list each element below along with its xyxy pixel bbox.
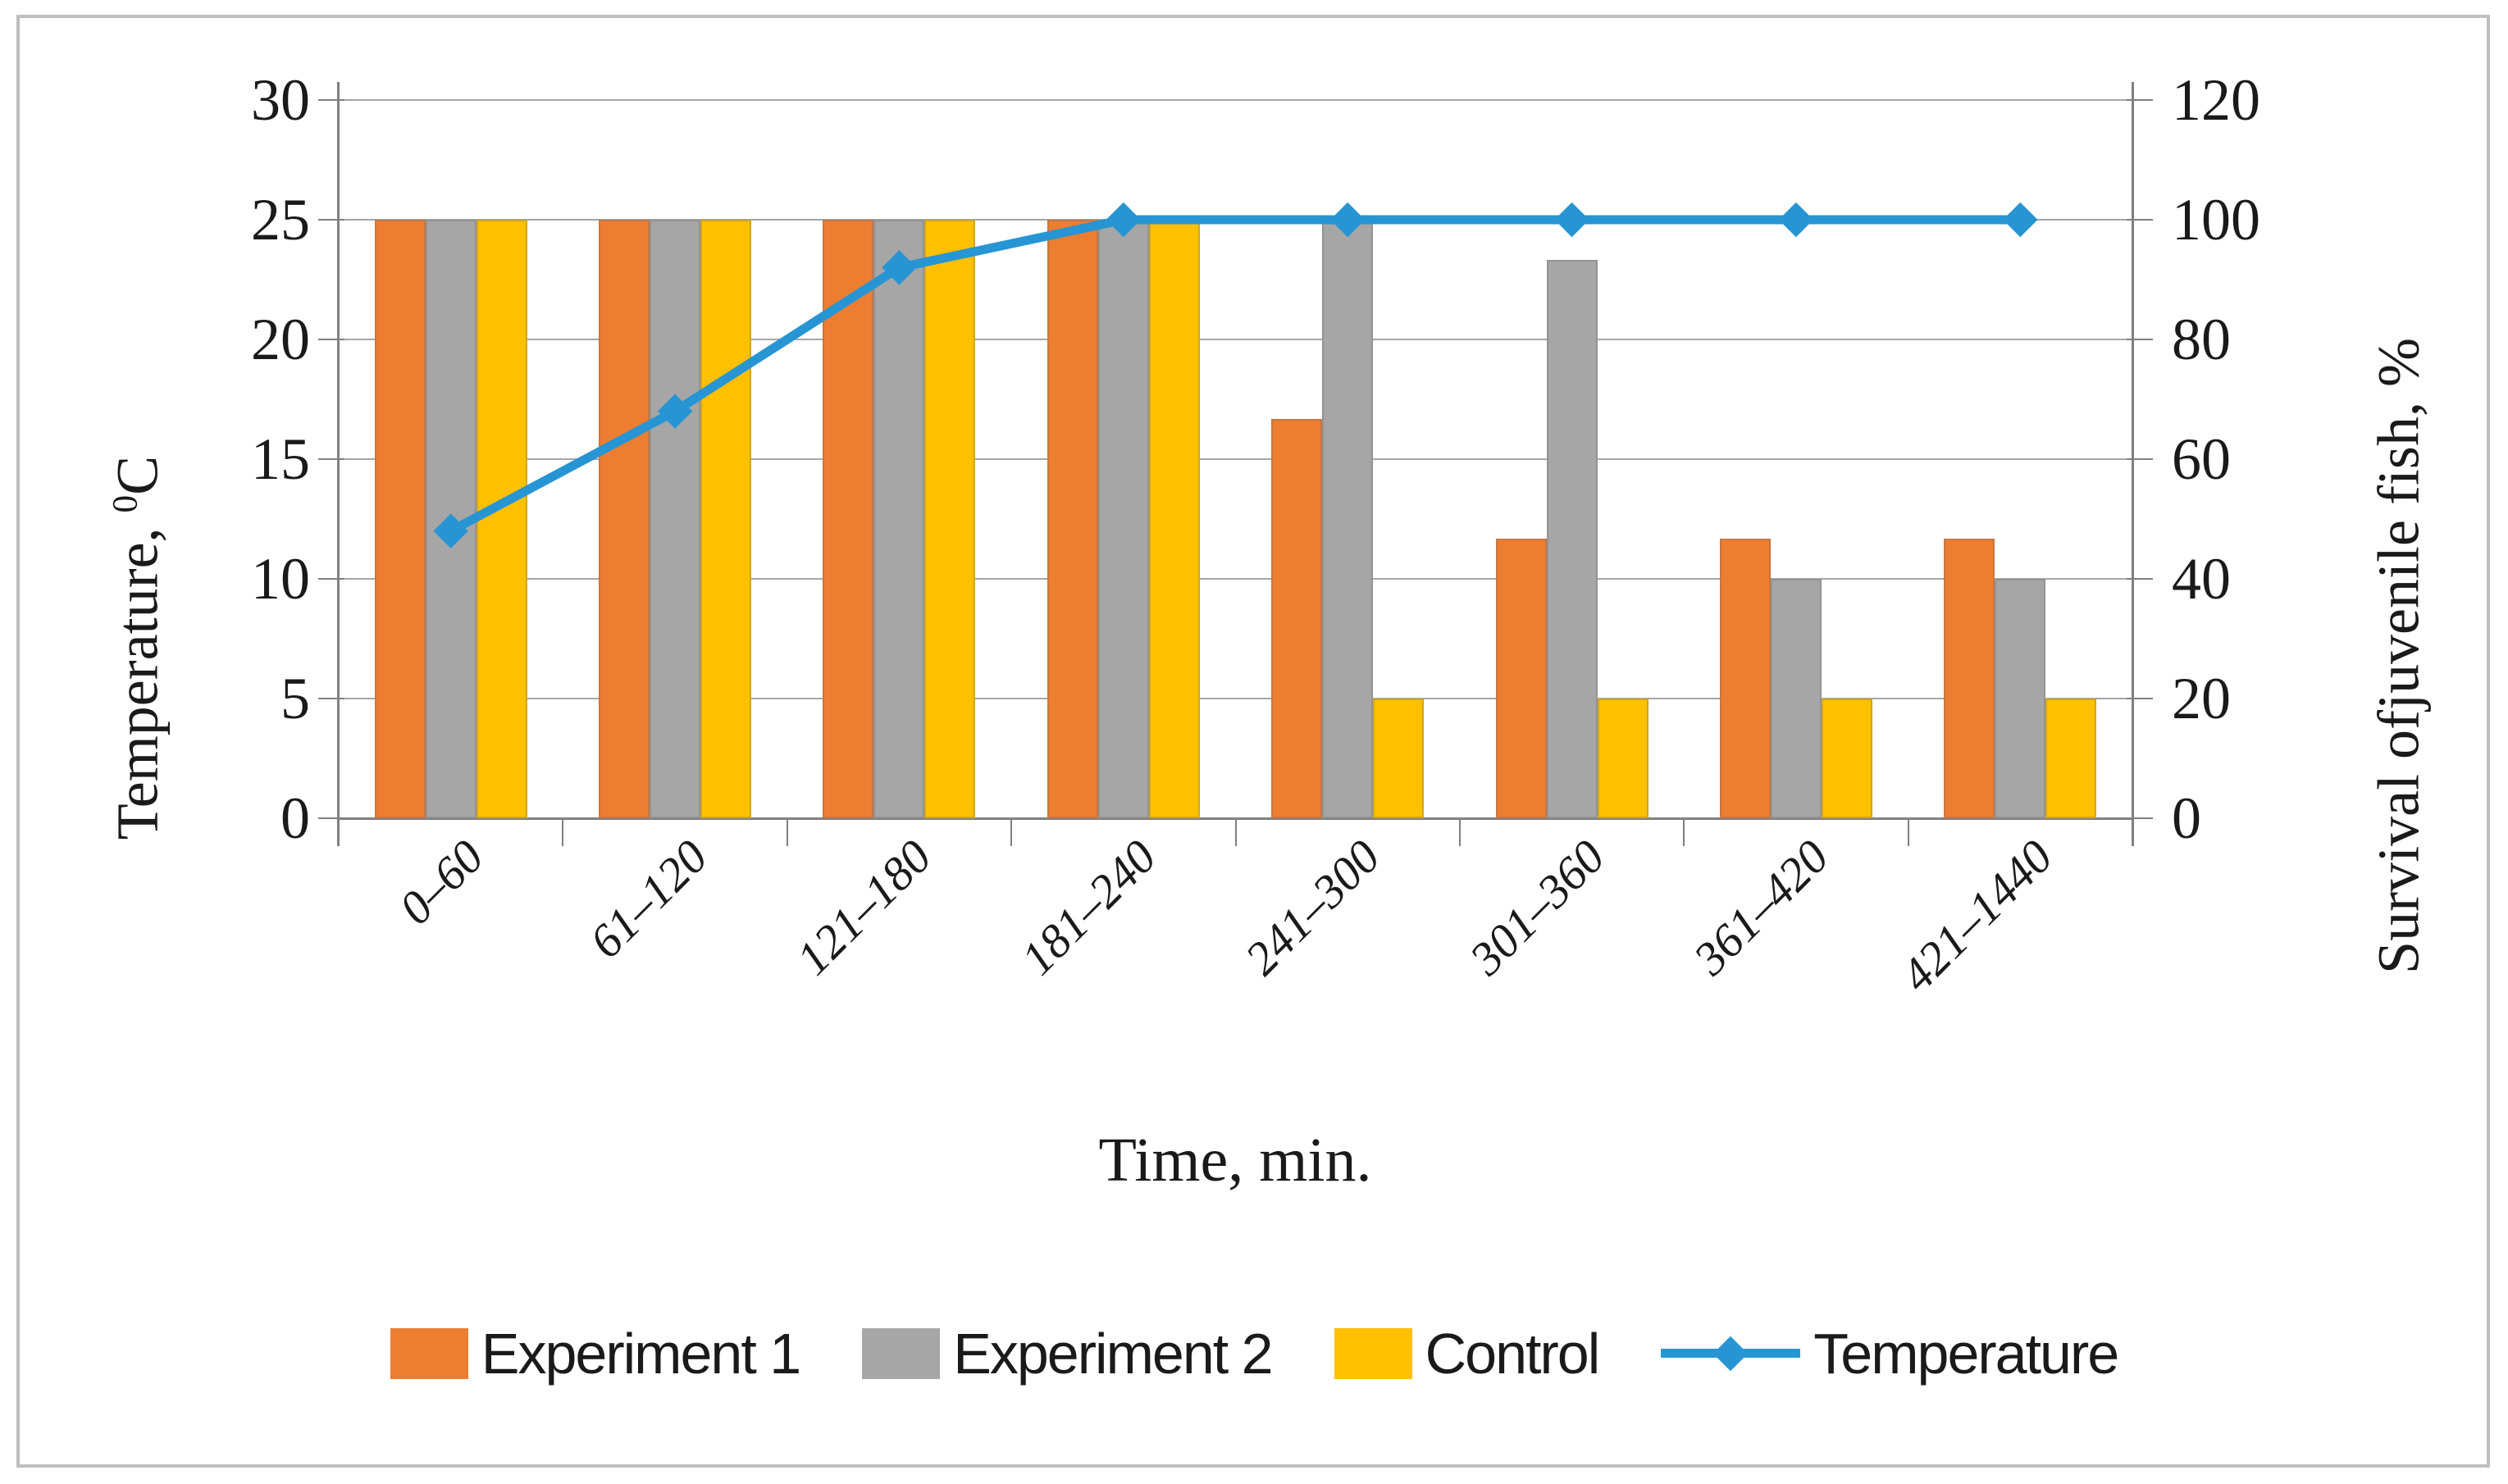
right-axis-tick-label: 40 (2172, 546, 2231, 612)
bar-experiment-1 (1495, 539, 1547, 818)
temperature-marker (1106, 202, 1142, 238)
left-axis-title: Temperature, 0C (104, 456, 172, 840)
right-axis-tick-label: 0 (2172, 785, 2201, 851)
x-axis-tick (1907, 818, 1909, 846)
left-axis-tick-label: 10 (251, 546, 310, 612)
bar-experiment-1 (1271, 419, 1323, 818)
bar-experiment-1 (1047, 220, 1098, 818)
chart-legend: Experiment 1 Experiment 2 Control Temperatu… (0, 1318, 2508, 1389)
left-axis-tick-label: 20 (251, 307, 310, 372)
legend-item-temperature: Temperature (1661, 1321, 2119, 1386)
temperature-marker (2003, 202, 2038, 238)
legend-item-experiment-1: Experiment 1 (390, 1321, 801, 1386)
x-axis-tick (562, 818, 564, 846)
bar-control (1148, 220, 1200, 818)
legend-line-marker (1661, 1328, 1801, 1379)
temperature-marker (1778, 202, 1814, 238)
temperature-marker (433, 513, 468, 549)
figure-border (16, 15, 2490, 1468)
left-axis-tick (318, 219, 344, 221)
legend-label: Temperature (1813, 1322, 2119, 1386)
bar-experiment-1 (823, 220, 874, 818)
x-axis-tick (1683, 818, 1685, 846)
temperature-marker (1329, 202, 1366, 238)
right-axis-line (2132, 82, 2134, 846)
bar-experiment-2 (1097, 220, 1149, 818)
plot-area (339, 99, 2132, 820)
x-axis-tick (338, 818, 340, 846)
bar-control (1821, 699, 1872, 818)
left-axis-tick (318, 99, 344, 101)
right-axis-tick-label: 80 (2172, 307, 2231, 372)
legend-label: Experiment 1 (481, 1322, 801, 1386)
bar-control (1373, 699, 1425, 818)
right-axis-tick (2127, 458, 2153, 460)
legend-diamond-icon (1713, 1336, 1749, 1372)
right-axis-tick (2127, 578, 2153, 580)
right-axis-tick (2127, 99, 2153, 101)
gridline (339, 578, 2132, 580)
bar-experiment-2 (1995, 579, 2046, 818)
left-axis-tick (318, 458, 344, 460)
bar-experiment-1 (599, 220, 650, 818)
gridline (339, 698, 2132, 699)
right-axis-tick-label: 100 (2172, 187, 2260, 253)
left-axis-line (337, 82, 340, 846)
gridline (339, 458, 2132, 460)
legend-item-experiment-2: Experiment 2 (862, 1321, 1274, 1386)
bar-experiment-2 (873, 220, 925, 818)
bar-experiment-2 (1322, 220, 1374, 818)
bar-experiment-1 (374, 220, 426, 818)
bar-control (1597, 699, 1648, 818)
right-axis-tick-label: 60 (2172, 426, 2231, 492)
bar-control (476, 220, 527, 818)
right-axis-tick (2127, 698, 2153, 699)
left-axis-tick-label: 30 (251, 67, 310, 133)
left-axis-tick-label: 5 (280, 666, 310, 731)
right-axis-tick (2127, 339, 2153, 340)
x-axis-tick (1458, 818, 1461, 846)
gridline (339, 339, 2132, 340)
temperature-marker (882, 250, 917, 285)
left-axis-tick (318, 817, 344, 819)
temperature-line (433, 202, 2038, 549)
legend-swatch-experiment-2 (862, 1328, 941, 1379)
right-axis-tick-label: 20 (2172, 666, 2231, 731)
right-axis-tick (2127, 219, 2153, 221)
x-axis-tick (1234, 818, 1237, 846)
x-axis-tick (786, 818, 788, 846)
bar-control (700, 220, 752, 818)
legend-item-control: Control (1334, 1321, 1601, 1386)
bar-experiment-2 (650, 220, 701, 818)
bar-experiment-2 (1546, 259, 1598, 818)
bar-experiment-1 (1719, 539, 1771, 818)
left-axis-tick-label: 25 (251, 187, 310, 253)
right-axis-tick (2127, 817, 2153, 819)
bar-control (924, 220, 976, 818)
x-axis-title: Time, min. (1098, 1126, 1372, 1195)
left-axis-tick-label: 0 (280, 785, 310, 851)
left-axis-tick-label: 15 (251, 426, 310, 492)
temperature-line-path (446, 215, 2025, 536)
bar-control (2045, 699, 2097, 818)
bar-experiment-1 (1944, 539, 1995, 818)
legend-swatch-experiment-1 (390, 1328, 468, 1379)
right-axis-title: Survival ofjuvenile fish, % (2365, 338, 2432, 974)
legend-label: Control (1425, 1322, 1601, 1386)
x-axis-tick (2132, 818, 2133, 846)
legend-swatch-control (1334, 1328, 1412, 1379)
right-axis-tick-label: 120 (2172, 67, 2260, 133)
bar-experiment-2 (1770, 579, 1822, 818)
left-axis-tick (318, 698, 344, 699)
temperature-marker (1554, 202, 1589, 238)
x-axis-tick (1010, 818, 1013, 846)
left-axis-tick (318, 578, 344, 580)
legend-label: Experiment 2 (953, 1322, 1273, 1386)
left-axis-tick (318, 339, 344, 340)
gridline (339, 99, 2132, 101)
left-axis-title-superscript: 0 (106, 494, 145, 513)
